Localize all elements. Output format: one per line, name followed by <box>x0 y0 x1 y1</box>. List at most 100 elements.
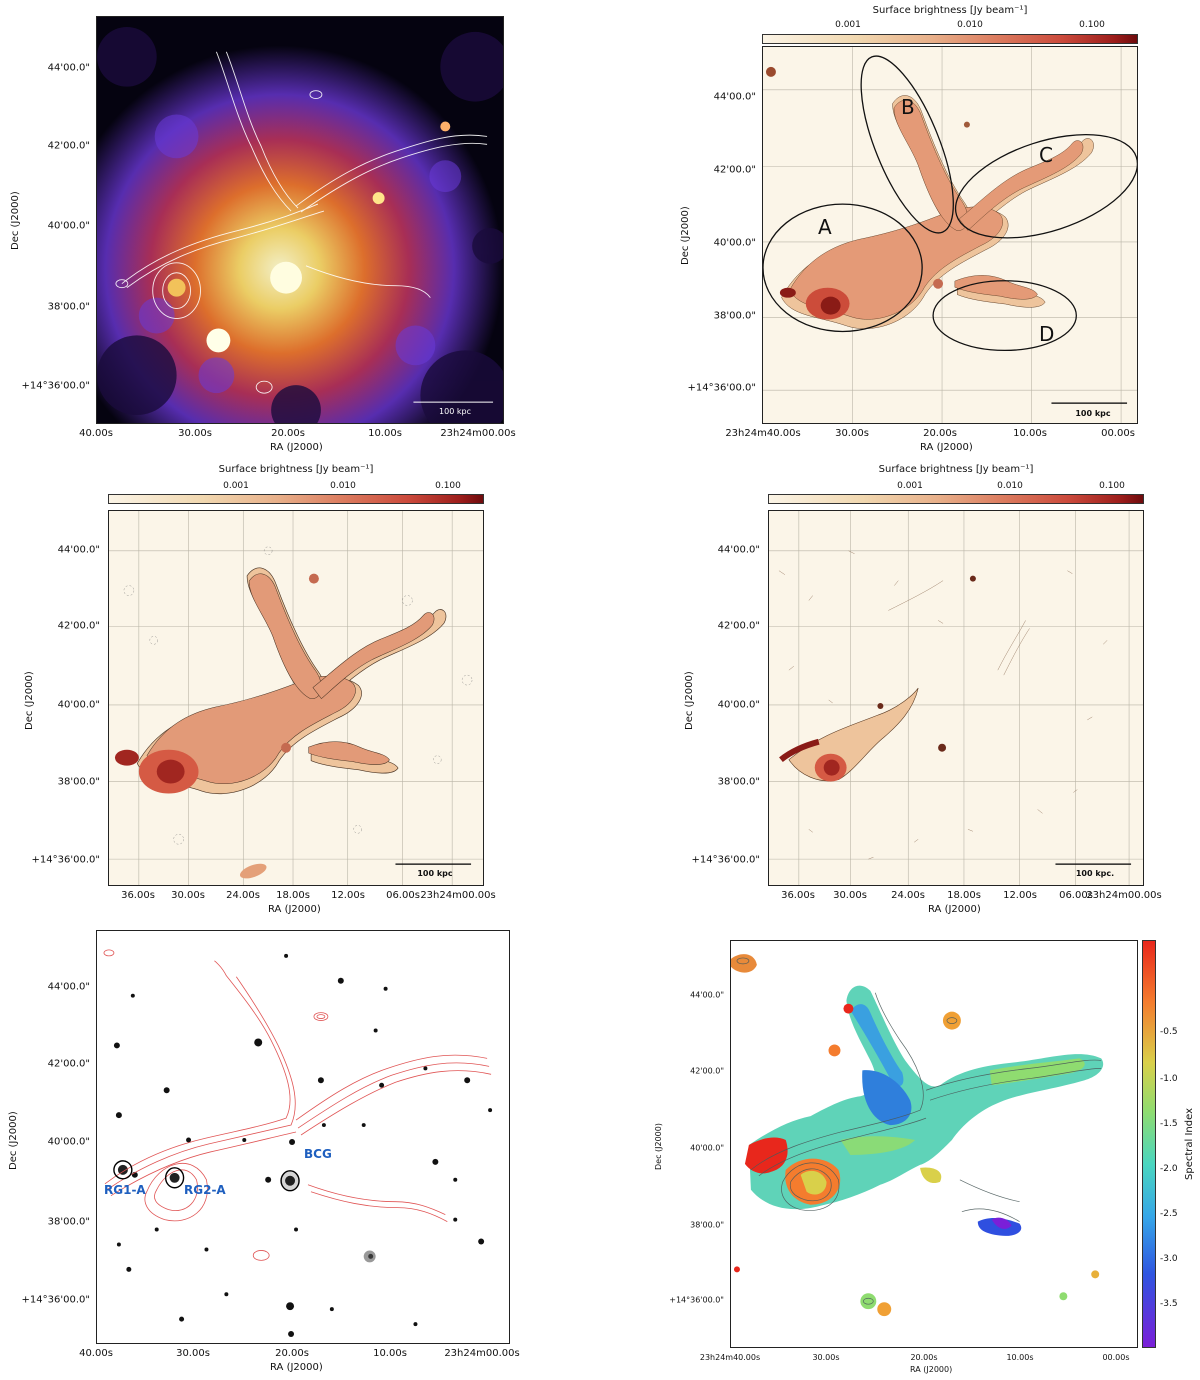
ra-tick: 20.00s <box>271 428 305 439</box>
xray-image: 100 kpc <box>96 16 504 424</box>
dec-tick: 44'00.0" <box>47 62 90 74</box>
ra-tick: 36.00s <box>781 890 815 901</box>
dec-axis-label: Dec (J2000) <box>24 671 35 730</box>
dec-tick: +14°36'00.0" <box>21 380 90 392</box>
ra-tick: 40.00s <box>79 428 113 439</box>
source-label-rg1a: RG1-A <box>104 1183 146 1197</box>
ra-tick: 30.00s <box>178 428 212 439</box>
ra-tick: 30.00s <box>812 1353 840 1362</box>
scale-bar-label: 100 kpc <box>417 869 453 878</box>
ra-tick: 30.00s <box>171 890 205 901</box>
dec-axis-label: Dec (J2000) <box>654 1123 663 1170</box>
scale-bar-label: 100 kpc <box>439 407 471 416</box>
dec-tick: +14°36'00.0" <box>687 382 756 394</box>
dec-tick: 44'00.0" <box>690 990 724 1000</box>
ra-tick: 00.00s <box>1102 1353 1130 1362</box>
colorbar-label: Surface brightness [Jy beam⁻¹] <box>872 5 1028 16</box>
colorbar-tick: -2.0 <box>1160 1164 1178 1174</box>
colorbar-tick: 0.001 <box>223 481 249 491</box>
dec-tick: 44'00.0" <box>57 544 100 556</box>
ra-axis-label: RA (J2000) <box>910 1365 953 1374</box>
dec-tick: 44'00.0" <box>713 91 756 103</box>
spectral-index-colorbar <box>1142 940 1156 1348</box>
dec-tick: 38'00.0" <box>57 776 100 788</box>
colorbar-label: Surface brightness [Jy beam⁻¹] <box>878 464 1034 475</box>
ra-axis-label: RA (J2000) <box>270 442 323 453</box>
dec-axis-label: Dec (J2000) <box>10 191 21 250</box>
ra-axis-label: RA (J2000) <box>920 442 973 453</box>
dec-tick: 40'00.0" <box>717 699 760 711</box>
colorbar-tick: 0.010 <box>957 20 983 30</box>
ra-tick: 12.00s <box>1003 890 1037 901</box>
colorbar-tick: -3.0 <box>1160 1254 1178 1264</box>
region-label-d: D <box>1039 322 1055 346</box>
region-a-ellipse <box>763 203 923 333</box>
ra-tick: 40.00s <box>79 1348 113 1359</box>
ra-tick: 23h24m40.00s <box>725 428 801 439</box>
dec-tick: 42'00.0" <box>690 1066 724 1076</box>
colorbar-tick: -0.5 <box>1160 1027 1178 1037</box>
dec-tick: 42'00.0" <box>713 164 756 176</box>
colorbar-tick: 0.100 <box>1079 20 1105 30</box>
dec-tick: +14°36'00.0" <box>691 854 760 866</box>
ra-tick: 23h24m00.00s <box>1086 890 1162 901</box>
radio-map-regions: A B C D 100 kpc <box>762 46 1138 424</box>
dec-tick: 42'00.0" <box>57 620 100 632</box>
dec-tick: 42'00.0" <box>717 620 760 632</box>
colorbar-tick: -3.5 <box>1160 1299 1178 1309</box>
ra-tick: 30.00s <box>833 890 867 901</box>
ra-tick: 30.00s <box>176 1348 210 1359</box>
optical-image: RG1-A RG2-A BCG <box>96 930 510 1344</box>
dec-tick: 38'00.0" <box>47 301 90 313</box>
ra-tick: 06.00s <box>386 890 420 901</box>
ra-tick: 36.00s <box>121 890 155 901</box>
surface-brightness-colorbar <box>108 494 484 504</box>
radio-map-lowres: 100 kpc <box>108 510 484 886</box>
dec-tick: 40'00.0" <box>57 699 100 711</box>
colorbar-tick: 0.001 <box>835 20 861 30</box>
scale-bar-label: 100 kpc. <box>1075 869 1115 878</box>
spectral-index-map <box>730 940 1138 1348</box>
dec-tick: 40'00.0" <box>713 237 756 249</box>
colorbar-tick: -1.0 <box>1160 1074 1178 1084</box>
dec-tick: 38'00.0" <box>47 1216 90 1228</box>
colorbar-tick: -2.5 <box>1160 1209 1178 1219</box>
ra-tick: 18.00s <box>276 890 310 901</box>
dec-tick: 38'00.0" <box>713 310 756 322</box>
ra-tick: 23h24m00.00s <box>444 1348 520 1359</box>
colorbar-tick: -1.5 <box>1160 1119 1178 1129</box>
dec-tick: 38'00.0" <box>717 776 760 788</box>
colorbar-axis-label: Spectral Index <box>1184 1108 1195 1180</box>
ra-tick: 23h24m00.00s <box>420 890 496 901</box>
ra-tick: 00.00s <box>1101 428 1135 439</box>
surface-brightness-colorbar <box>762 34 1138 44</box>
radio-map-highres: 100 kpc. <box>768 510 1144 886</box>
ra-tick: 20.00s <box>275 1348 309 1359</box>
source-label-bcg: BCG <box>304 1147 332 1161</box>
dec-tick: 42'00.0" <box>47 1058 90 1070</box>
colorbar-tick: 0.010 <box>997 481 1023 491</box>
colorbar-tick: 0.100 <box>435 481 461 491</box>
ra-tick: 10.00s <box>368 428 402 439</box>
ra-tick: 18.00s <box>947 890 981 901</box>
ra-tick: 06.00s <box>1059 890 1093 901</box>
source-label-rg2a: RG2-A <box>184 1183 226 1197</box>
dec-axis-label: Dec (J2000) <box>680 206 691 265</box>
colorbar-label: Surface brightness [Jy beam⁻¹] <box>218 464 374 475</box>
ra-tick: 10.00s <box>373 1348 407 1359</box>
dec-tick: 42'00.0" <box>47 140 90 152</box>
colorbar-tick: 0.100 <box>1099 481 1125 491</box>
ra-tick: 10.00s <box>1013 428 1047 439</box>
ra-tick: 12.00s <box>331 890 365 901</box>
ra-tick: 24.00s <box>226 890 260 901</box>
dec-axis-label: Dec (J2000) <box>8 1111 19 1170</box>
region-label-c: C <box>1039 143 1053 167</box>
surface-brightness-colorbar <box>768 494 1144 504</box>
dec-tick: +14°36'00.0" <box>31 854 100 866</box>
colorbar-tick: 0.010 <box>330 481 356 491</box>
dec-tick: +14°36'00.0" <box>21 1294 90 1306</box>
region-label-b: B <box>901 95 915 119</box>
dec-tick: 38'00.0" <box>690 1220 724 1230</box>
dec-tick: 40'00.0" <box>47 1136 90 1148</box>
dec-tick: 44'00.0" <box>717 544 760 556</box>
